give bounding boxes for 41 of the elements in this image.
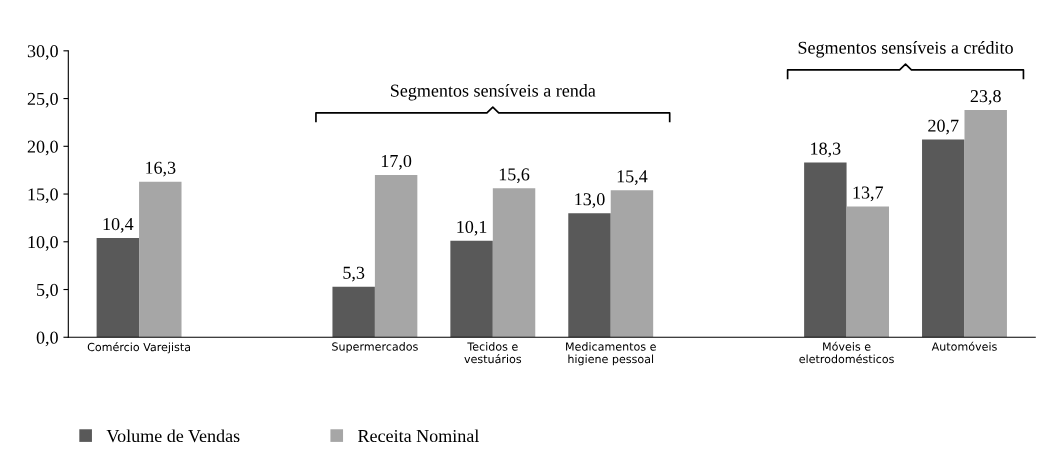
bar bbox=[374, 174, 418, 338]
data-label: 18,3 bbox=[811, 142, 841, 158]
data-label: 23,8 bbox=[970, 90, 1001, 105]
bar bbox=[450, 240, 493, 338]
bar bbox=[804, 162, 847, 338]
data-label: 20,7 bbox=[928, 119, 959, 135]
annotation: Segmentos sensíveis a crédito bbox=[798, 41, 1013, 58]
data-label: 13,0 bbox=[575, 193, 605, 208]
x-tick-label: Automóveis bbox=[931, 341, 997, 351]
x-tick-label: Supermercados bbox=[332, 342, 418, 353]
bar bbox=[568, 213, 611, 338]
y-tick-label: 10,0 bbox=[28, 236, 58, 251]
annotation: Segmentos sensíveis a renda bbox=[390, 84, 596, 101]
bar bbox=[139, 181, 182, 338]
bar bbox=[964, 110, 1007, 338]
y-tick-label: 25,0 bbox=[27, 92, 58, 108]
y-tick-label: 30,0 bbox=[27, 45, 58, 60]
x-tick-label: Móveis e eletrodomésticos bbox=[799, 341, 894, 364]
legend-label: Receita Nominal bbox=[358, 429, 479, 443]
data-label: 10,1 bbox=[457, 220, 487, 236]
data-label: 17,0 bbox=[381, 154, 412, 170]
x-tick-label: Tecidos e vestuários bbox=[464, 342, 522, 364]
x-tick-label: Comércio Varejista bbox=[87, 342, 190, 354]
data-label: 5,3 bbox=[343, 266, 365, 282]
data-label: 16,3 bbox=[146, 161, 176, 177]
bar bbox=[96, 237, 140, 338]
data-label: 15,4 bbox=[617, 170, 648, 185]
data-label: 15,6 bbox=[499, 168, 530, 184]
bar bbox=[922, 139, 965, 338]
data-label: 13,7 bbox=[853, 186, 884, 202]
bar bbox=[492, 188, 536, 338]
y-tick-label: 15,0 bbox=[28, 188, 58, 204]
data-label: 10,4 bbox=[103, 217, 134, 233]
x-tick-label: Medicamentos e higiene pessoal bbox=[566, 342, 656, 366]
y-tick-label: 5,0 bbox=[37, 283, 58, 299]
bar bbox=[332, 286, 375, 338]
bar bbox=[610, 190, 654, 338]
y-tick-label: 0,0 bbox=[36, 331, 58, 347]
y-tick-label: 20,0 bbox=[27, 140, 58, 156]
bar bbox=[846, 206, 890, 338]
legend-label: Volume de Vendas bbox=[106, 429, 240, 443]
